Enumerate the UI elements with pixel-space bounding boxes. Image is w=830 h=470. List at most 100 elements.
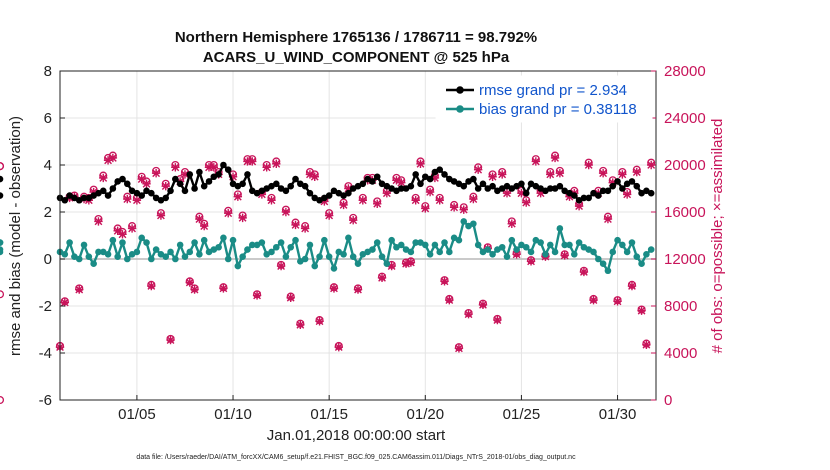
obs-assimilated-point [449,203,459,212]
obs-assimilated-point [118,230,127,239]
rmse-point [359,180,367,188]
obs-assimilated-point [574,201,584,211]
bias-point [0,246,4,253]
obs-assimilated-point [526,257,536,266]
bias-point [513,246,520,253]
obs-assimilated-point [334,342,343,352]
data-file-footer: data file: /Users/raeder/DAI/ATM_forcXX/… [136,454,576,461]
bias-point [301,255,309,263]
obs-assimilated-point [502,189,512,198]
rmse-point [306,189,314,197]
obs-assimilated-point [445,295,454,305]
rmse-point [196,168,203,176]
rmse-point [479,180,487,188]
rmse-point [272,180,280,188]
rmse-point [628,178,636,185]
obs-assimilated-point [151,169,161,178]
rmse-point [181,187,189,195]
bias-point [66,239,73,246]
obs-assimilated-point [348,216,358,225]
bias-point [489,251,496,258]
obs-assimilated-point [406,258,416,267]
bias-point [474,241,482,249]
obs-assimilated-point [305,170,315,179]
bias-point [378,253,386,260]
obs-assimilated-point [344,184,353,193]
obs-assimilated-point [75,285,84,294]
rmse-point [172,175,179,183]
bias-point [349,253,357,260]
rmse-point [460,182,468,190]
obs-possible-point [0,395,5,405]
obs-assimilated-point [132,196,142,205]
bias-point [277,239,285,246]
obs-assimilated-point [166,335,175,345]
y-tick-label: 4 [44,157,52,174]
obs-assimilated-point [377,273,387,282]
bias-point [244,246,251,253]
bias-point [176,241,184,249]
bias-point [388,236,395,244]
rmse-point [595,192,602,199]
bias-point [638,260,645,268]
y-right-tick-label: 4000 [664,345,697,362]
bias-point [633,253,641,260]
obs-assimilated-point [637,306,646,315]
obs-assimilated-point [392,176,401,185]
legend-label-bias: bias grand pr = 0.38118 [479,101,637,118]
obs-assimilated-point [315,317,324,326]
bias-point [436,248,444,256]
obs-assimilated-point [199,221,209,231]
rmse-point [99,187,107,195]
bias-point [441,239,448,246]
y-tick-label: 2 [44,204,52,221]
rmse-point [441,171,448,178]
obs-assimilated-point [209,163,219,172]
rmse-point [239,180,246,188]
bias-point [172,255,179,263]
bias-point [133,248,141,256]
obs-assimilated-point [546,170,555,179]
y-right-tick-label: 28000 [664,63,706,80]
rmse-point [436,166,444,173]
bias-point [196,251,203,258]
bias-point [426,251,434,258]
obs-assimilated-point [320,197,329,206]
bias-point [595,255,602,263]
obs-assimilated-point [613,297,622,306]
legend-marker-rmse [456,86,464,94]
bias-point [90,260,97,268]
rmse-point [119,175,126,183]
obs-assimilated-point [185,278,194,287]
rmse-point [138,192,146,199]
obs-assimilated-point [142,179,151,188]
rmse-point [282,187,290,195]
bias-point [200,236,208,244]
y-right-tick-label: 20000 [664,157,706,174]
bias-point [0,239,4,246]
bias-point [292,236,299,244]
bias-point [220,234,227,242]
chart-title: Northern Hemisphere 1765136 / 1786711 = … [175,29,537,46]
obs-assimilated-point [397,178,406,187]
obs-assimilated-point [238,213,247,223]
obs-assimilated-point [555,169,565,178]
bias-point [191,239,198,246]
y-axis-right-label: # of obs: o=possible; ×=assimilated [709,119,726,354]
rmse-point [345,189,352,197]
rmse-point [619,185,626,192]
bias-point [446,248,453,256]
obs-assimilated-point [579,267,589,277]
obs-assimilated-point [603,214,613,224]
bias-point [503,253,511,260]
rmse-point [301,182,309,190]
bias-point [119,239,126,246]
obs-assimilated-point [430,173,440,183]
obs-assimilated-point [401,259,411,268]
y-tick-label: 6 [44,110,52,127]
rmse-point [397,185,405,192]
obs-assimilated-point [589,295,598,305]
bias-point [143,239,150,246]
bias-point [162,253,170,260]
